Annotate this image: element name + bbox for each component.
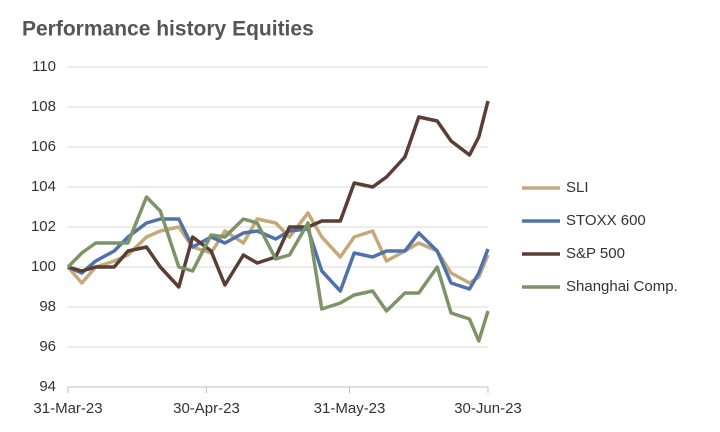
series-line xyxy=(67,100,490,289)
y-tick-label: 94 xyxy=(39,378,56,395)
legend-label: STOXX 600 xyxy=(566,212,646,229)
series-line xyxy=(66,195,490,343)
x-tick-label: 31-Mar-23 xyxy=(33,400,102,417)
x-tick-label: 30-Apr-23 xyxy=(173,400,240,417)
y-tick-label: 96 xyxy=(39,338,56,355)
y-tick-label: 100 xyxy=(31,258,56,275)
legend-label: SLI xyxy=(566,179,589,196)
legend-label: Shanghai Comp. xyxy=(566,278,678,295)
x-tick-label: 30-Jun-23 xyxy=(454,400,522,417)
y-tick-label: 104 xyxy=(31,178,56,195)
y-tick-label: 102 xyxy=(31,218,56,235)
chart-title: Performance history Equities xyxy=(22,18,314,41)
y-tick-label: 106 xyxy=(31,138,56,155)
y-tick-label: 108 xyxy=(31,98,56,115)
legend-label: S&P 500 xyxy=(566,245,625,262)
y-tick-label: 110 xyxy=(32,58,56,75)
x-tick-label: 31-May-23 xyxy=(314,400,386,417)
series-line xyxy=(67,217,490,293)
series-line xyxy=(66,211,490,285)
y-tick-label: 98 xyxy=(39,298,56,315)
